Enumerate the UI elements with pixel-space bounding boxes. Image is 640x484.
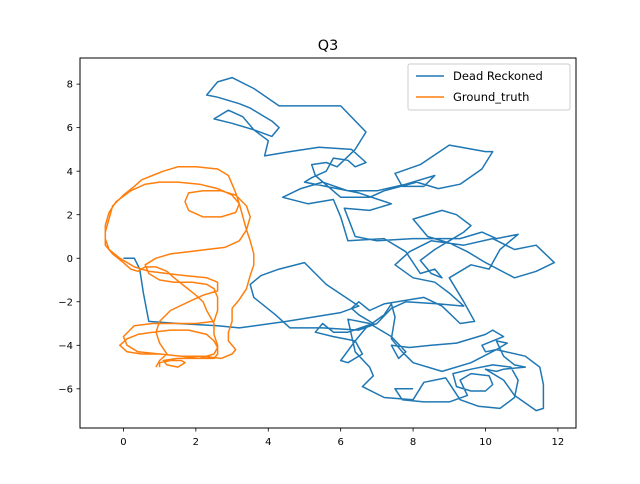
y-tick-label: −4 [58,341,73,352]
y-tick-label: 6 [67,123,73,134]
x-tick-label: 8 [410,437,416,448]
y-tick-label: −6 [58,384,73,395]
y-tick-label: 4 [67,167,73,178]
x-tick-label: 2 [193,437,199,448]
x-tick-label: 0 [120,437,126,448]
x-tick-label: 4 [265,437,271,448]
y-tick-label: 2 [67,210,73,221]
legend-label: Dead Reckoned [453,69,543,83]
series-layer [104,76,556,412]
series-line-1 [104,166,255,368]
y-tick-label: 8 [67,80,73,91]
legend-box [407,63,571,111]
axes-area: 0 2 4 6 8 10 12 −6 −4 −2 0 2 4 6 8 [58,80,564,448]
legend-label: Ground_truth [453,90,529,104]
legend: Dead Reckoned Ground_truth [407,63,571,111]
x-tick-label: 10 [479,437,492,448]
x-tick-label: 12 [552,437,565,448]
y-tick-label: 0 [67,254,73,265]
y-tick-label: −2 [58,297,73,308]
series-line-0 [123,76,556,412]
axes-frame [79,57,577,429]
chart-title: Q3 [318,38,338,54]
x-tick-label: 6 [337,437,343,448]
